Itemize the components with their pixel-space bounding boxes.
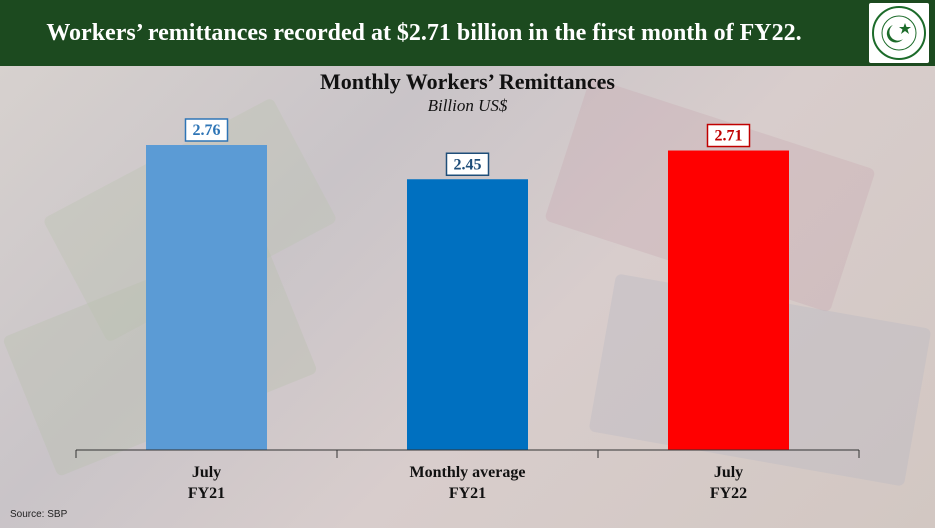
- bar: [146, 145, 267, 450]
- data-label: 2.45: [454, 156, 482, 173]
- bar: [668, 150, 789, 450]
- x-tick-label: FY21: [188, 485, 225, 502]
- sbp-logo: [869, 3, 929, 63]
- data-label: 2.71: [715, 128, 743, 145]
- x-tick-label: July: [192, 464, 221, 481]
- data-label-box: [184, 118, 229, 142]
- x-tick-label: Monthly average: [410, 464, 526, 481]
- headline: Workers’ remittances recorded at $2.71 b…: [46, 20, 802, 46]
- chart-unit: Billion US$: [427, 96, 508, 115]
- header-bar: Workers’ remittances recorded at $2.71 b…: [0, 0, 935, 66]
- data-label-box: [706, 123, 751, 148]
- x-tick-label: FY22: [710, 485, 747, 502]
- sbp-seal-icon: [872, 6, 926, 60]
- x-tick-label: July: [714, 464, 743, 481]
- data-label-box: [445, 152, 490, 177]
- data-label: 2.76: [193, 122, 221, 139]
- chart-title: Monthly Workers’ Remittances: [320, 69, 615, 94]
- source-note: Source: SBP: [10, 509, 68, 520]
- bar: [407, 179, 528, 450]
- x-tick-label: FY21: [449, 485, 486, 502]
